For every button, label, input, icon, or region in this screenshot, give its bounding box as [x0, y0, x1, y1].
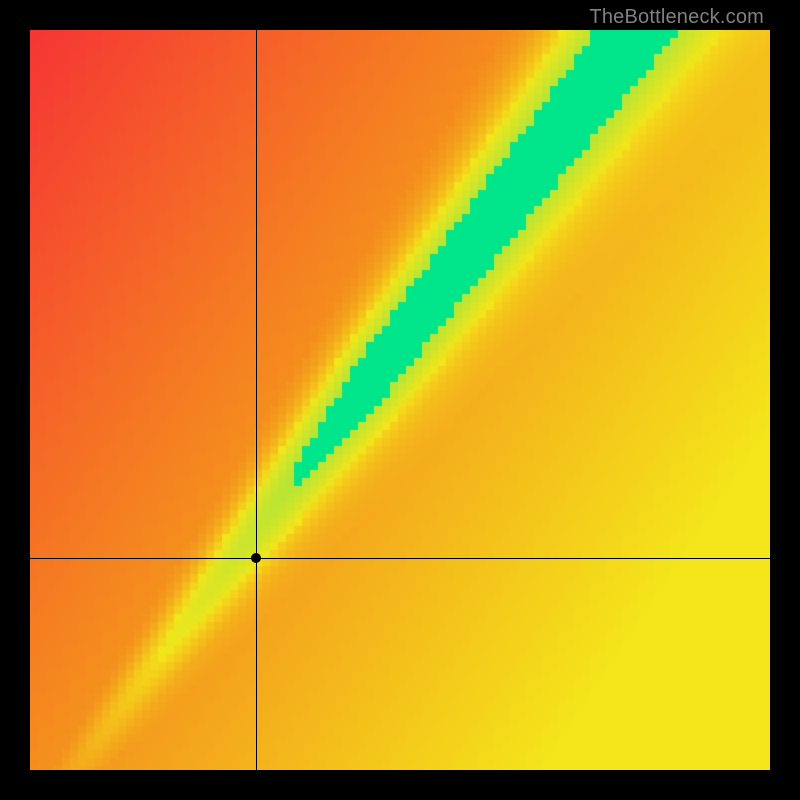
watermark-text: TheBottleneck.com	[589, 6, 764, 29]
heatmap-canvas	[30, 30, 770, 770]
heatmap-plot	[30, 30, 770, 770]
chart-container: TheBottleneck.com	[0, 0, 800, 800]
